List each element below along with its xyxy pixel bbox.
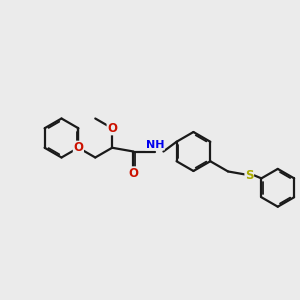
- Text: NH: NH: [146, 140, 164, 150]
- Text: O: O: [128, 167, 138, 180]
- Text: S: S: [245, 169, 254, 182]
- Text: O: O: [74, 141, 83, 154]
- Text: O: O: [107, 122, 117, 135]
